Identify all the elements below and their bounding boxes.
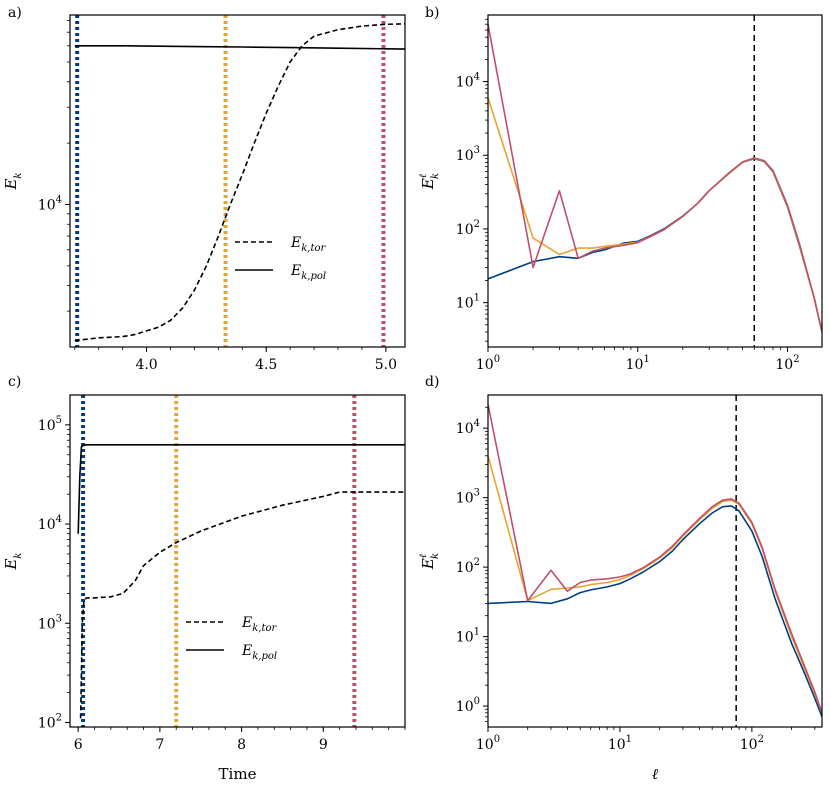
x-tick-label: 9 <box>319 737 328 753</box>
panel-a: 4.0 4.5 5.0 104 a) Ek Ek,tor Ek,pol <box>2 5 406 373</box>
series-line-1 <box>77 443 405 534</box>
x-tick-label: 101 <box>608 734 632 753</box>
x-tick-label: 5.0 <box>375 357 397 373</box>
x-tick-label: 8 <box>237 737 246 753</box>
y-axis-label: Eℓk <box>418 173 441 190</box>
series-line-0 <box>79 491 405 719</box>
legend-entry: Ek,tor <box>241 615 278 634</box>
series-line-0 <box>488 157 822 333</box>
panel-label: d) <box>425 374 439 390</box>
series-line-1 <box>488 455 822 714</box>
y-tick-label: 100 <box>456 696 480 715</box>
y-tick-label: 104 <box>456 72 480 91</box>
y-tick-label: 104 <box>38 194 62 213</box>
x-tick-label: 101 <box>626 354 650 373</box>
series-line-2 <box>488 404 822 714</box>
x-tick-label: 6 <box>74 737 83 753</box>
series-line-1 <box>74 44 405 50</box>
y-tick-label: 101 <box>456 293 480 312</box>
y-tick-label: 101 <box>456 627 480 646</box>
y-tick-label: 102 <box>456 557 480 576</box>
x-axis-label: ℓ <box>652 765 658 783</box>
y-axis-label: Ek <box>2 172 24 190</box>
x-tick-label: 100 <box>476 734 500 753</box>
panel-c: 6 7 8 9 102 103 104 105 c) Ek Time Ek,tor Ek,pol <box>2 374 406 783</box>
plot-frame <box>487 14 823 348</box>
y-tick-label: 103 <box>456 145 480 164</box>
x-tick-label: 4.0 <box>135 357 157 373</box>
panel-d: 100 101 102 100 101 102 103 104 d) Eℓk ℓ <box>418 374 823 783</box>
y-tick-label: 102 <box>456 219 480 238</box>
legend-entry: Ek,pol <box>290 263 326 282</box>
series-line-0 <box>74 23 405 342</box>
y-axis-label: Eℓk <box>418 553 441 570</box>
panel-b: 100 101 102 101 102 103 104 b) Eℓk <box>418 5 823 373</box>
panel-label: c) <box>8 374 21 390</box>
x-tick-label: 102 <box>740 734 764 753</box>
y-tick-label: 104 <box>38 514 62 533</box>
x-tick-label: 102 <box>775 354 799 373</box>
y-axis-label: Ek <box>2 552 24 570</box>
x-tick-label: 4.5 <box>255 357 277 373</box>
y-tick-label: 103 <box>456 488 480 507</box>
plot-frame <box>487 394 823 728</box>
panel-label: a) <box>8 5 22 21</box>
legend: Ek,tor Ek,pol <box>235 235 327 282</box>
y-tick-label: 102 <box>38 712 62 731</box>
x-tick-label: 7 <box>155 737 164 753</box>
panel-label: b) <box>425 5 439 21</box>
series-line-0 <box>488 505 822 718</box>
series-line-1 <box>488 97 822 333</box>
plot-frame <box>69 394 406 728</box>
legend-entry: Ek,tor <box>290 235 327 254</box>
y-tick-label: 104 <box>456 418 480 437</box>
x-axis-label: Time <box>219 765 257 783</box>
legend-entry: Ek,pol <box>241 643 277 662</box>
series-line-2 <box>488 24 822 333</box>
legend: Ek,tor Ek,pol <box>186 615 278 662</box>
plot-frame <box>69 14 406 348</box>
x-tick-label: 100 <box>476 354 500 373</box>
y-tick-label: 105 <box>38 415 62 434</box>
y-tick-label: 103 <box>38 613 62 632</box>
